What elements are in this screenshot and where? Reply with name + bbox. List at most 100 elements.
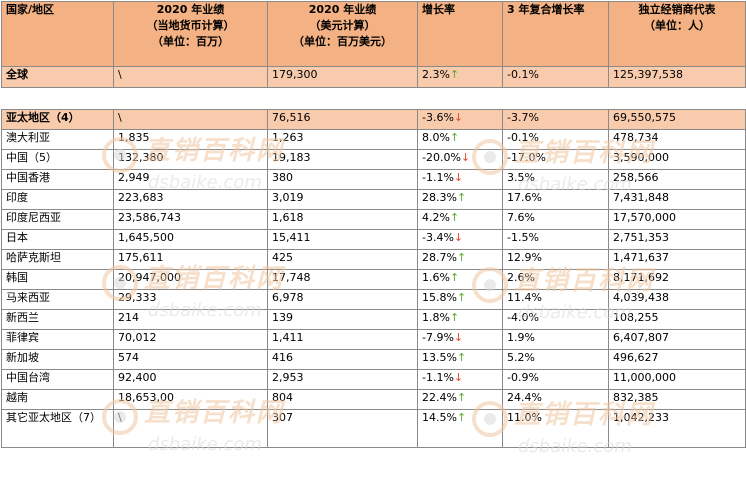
arrow-down-icon: ↓ [460,151,471,164]
cell-name: 澳大利亚 [1,129,114,150]
cell-growth: 28.7%↑ [417,249,503,270]
header-growth: 增长率 [417,1,503,67]
header-reps: 独立经销商代表 （单位：人） [608,1,746,67]
cell-name: 中国（5） [1,149,114,170]
arrow-up-icon: ↑ [456,291,467,304]
growth-value: -7.9% [422,331,454,344]
cell-growth: 13.5%↑ [417,349,503,370]
arrow-up-icon: ↑ [456,391,467,404]
table-row: 日本 1,645,500 15,411 -3.4%↓ -1.5% 2,751,353 [1,229,746,250]
cell-cagr: -0.1% [502,129,609,150]
cell-cagr: -17.0% [502,149,609,170]
table-row: 中国香港 2,949 380 -1.1%↓ 3.5% 258,566 [1,169,746,190]
global-row: 全球 \ 179,300 2.3%↑ -0.1% 125,397,538 [1,66,746,88]
table-row: 马来西亚 29,333 6,978 15.8%↑ 11.4% 4,039,438 [1,289,746,310]
region-row: 亚太地区（4） \ 76,516 -3.6%↓ -3.7% 69,550,575 [1,109,746,130]
cell-name: 马来西亚 [1,289,114,310]
sales-table: 国家/地区 2020 年业绩 （当地货币计算） （单位：百万） 2020 年业绩… [1,1,746,448]
cell-growth: 22.4%↑ [417,389,503,410]
table-row: 新加坡 574 416 13.5%↑ 5.2% 496,627 [1,349,746,370]
cell-reps: 8,171,692 [608,269,746,290]
cell-local: 23,586,743 [113,209,268,230]
spacer-row [1,87,746,110]
cell-reps: 4,039,438 [608,289,746,310]
arrow-up-icon: ↑ [456,411,467,424]
cell-usd: 15,411 [267,229,418,250]
cell-growth: -3.6%↓ [417,109,503,130]
cell-usd: 2,953 [267,369,418,390]
cell-local: 29,333 [113,289,268,310]
arrow-up-icon: ↑ [449,211,460,224]
cell-growth: -7.9%↓ [417,329,503,350]
cell-usd: 19,183 [267,149,418,170]
growth-value: -1.1% [422,371,454,384]
table-row: 越南 18,653,00 804 22.4%↑ 24.4% 832,385 [1,389,746,410]
header-region: 国家/地区 [1,1,114,67]
cell-usd: 1,263 [267,129,418,150]
cell-growth: 4.2%↑ [417,209,503,230]
table-row: 印度 223,683 3,019 28.3%↑ 17.6% 7,431,848 [1,189,746,210]
cell-name: 韩国 [1,269,114,290]
cell-cagr: -0.9% [502,369,609,390]
cell-name: 中国香港 [1,169,114,190]
arrow-down-icon: ↓ [453,231,464,244]
cell-local: 574 [113,349,268,370]
arrow-down-icon: ↓ [453,371,464,384]
cell-cagr: -1.5% [502,229,609,250]
arrow-up-icon: ↑ [449,311,460,324]
cell-usd: 17,748 [267,269,418,290]
cell-usd: 425 [267,249,418,270]
cell-name: 菲律宾 [1,329,114,350]
arrow-up-icon: ↑ [449,68,460,81]
header-row: 国家/地区 2020 年业绩 （当地货币计算） （单位：百万） 2020 年业绩… [1,1,746,67]
cell-local: \ [113,109,268,130]
table-row: 印度尼西亚 23,586,743 1,618 4.2%↑ 7.6% 17,570,000 [1,209,746,230]
cell-name: 亚太地区（4） [1,109,114,130]
cell-cagr: 12.9% [502,249,609,270]
cell-growth: 2.3%↑ [417,66,503,88]
table-row: 中国台湾 92,400 2,953 -1.1%↓ -0.9% 11,000,000 [1,369,746,390]
growth-value: 22.4% [422,391,457,404]
growth-value: 8.0% [422,131,450,144]
cell-reps: 11,000,000 [608,369,746,390]
cell-reps: 108,255 [608,309,746,330]
growth-value: -3.4% [422,231,454,244]
cell-name: 哈萨克斯坦 [1,249,114,270]
cell-reps: 478,734 [608,129,746,150]
cell-name: 印度 [1,189,114,210]
cell-growth: -1.1%↓ [417,169,503,190]
cell-name: 其它亚太地区（7） [1,409,114,448]
cell-reps: 6,407,807 [608,329,746,350]
cell-local: 132,380 [113,149,268,170]
cell-reps: 125,397,538 [608,66,746,88]
cell-name: 越南 [1,389,114,410]
cell-local: 1,645,500 [113,229,268,250]
cell-usd: 380 [267,169,418,190]
growth-value: -1.1% [422,171,454,184]
table-row: 中国（5） 132,380 19,183 -20.0%↓ -17.0% 3,590,000 [1,149,746,170]
growth-value: 15.8% [422,291,457,304]
table-row: 澳大利亚 1,835 1,263 8.0%↑ -0.1% 478,734 [1,129,746,150]
growth-value: 4.2% [422,211,450,224]
spacer-cell [1,87,746,110]
cell-growth: 15.8%↑ [417,289,503,310]
cell-growth: -1.1%↓ [417,369,503,390]
arrow-up-icon: ↑ [456,251,467,264]
arrow-up-icon: ↑ [456,351,467,364]
cell-local: 214 [113,309,268,330]
header-local-currency: 2020 年业绩 （当地货币计算） （单位：百万） [113,1,268,67]
arrow-up-icon: ↑ [449,271,460,284]
growth-value: 1.6% [422,271,450,284]
cell-usd: 804 [267,389,418,410]
cell-reps: 258,566 [608,169,746,190]
cell-cagr: 1.9% [502,329,609,350]
cell-usd: 76,516 [267,109,418,130]
cell-local: 18,653,00 [113,389,268,410]
cell-cagr: -4.0% [502,309,609,330]
cell-growth: 8.0%↑ [417,129,503,150]
cell-cagr: 3.5% [502,169,609,190]
table-row: 菲律宾 70,012 1,411 -7.9%↓ 1.9% 6,407,807 [1,329,746,350]
growth-value: 28.3% [422,191,457,204]
cell-cagr: 11.4% [502,289,609,310]
cell-growth: 1.8%↑ [417,309,503,330]
